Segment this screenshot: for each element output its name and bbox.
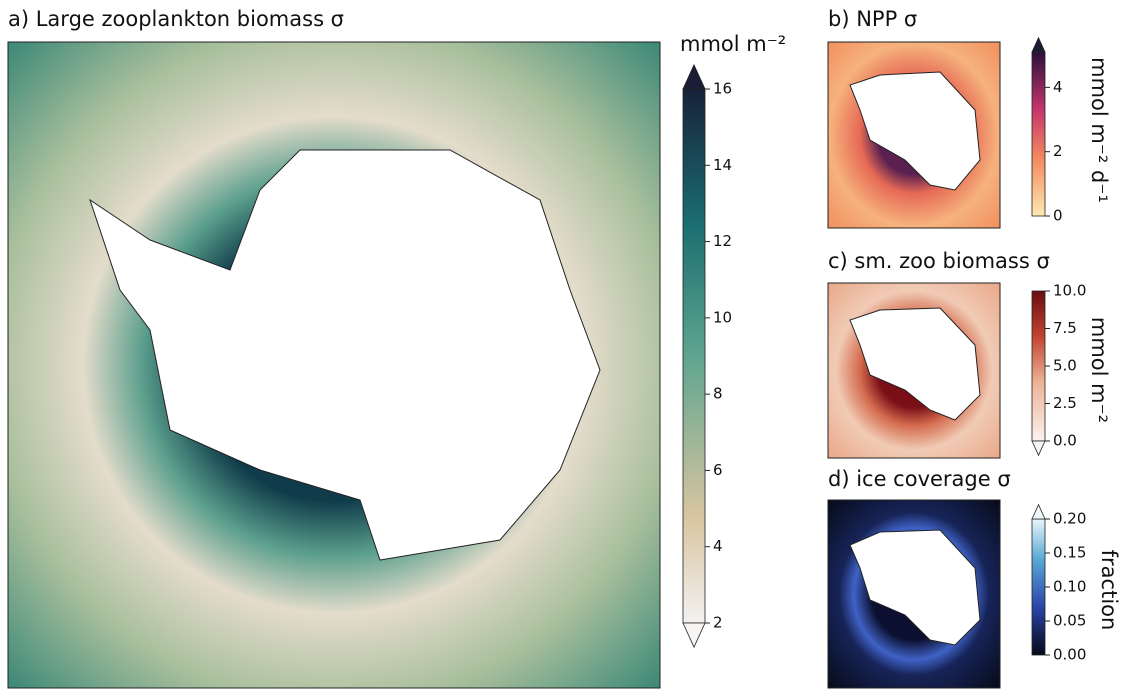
panel-title: a) Large zooplankton biomass σ <box>8 7 344 31</box>
tick-label: 6 <box>713 461 723 479</box>
colorbar-extend <box>683 623 705 647</box>
colorbar-label: fraction <box>1097 550 1121 631</box>
tick-label: 16 <box>713 80 732 98</box>
tick-label: 14 <box>713 156 732 174</box>
tick-label: 2 <box>1053 142 1063 160</box>
colorbar <box>1032 519 1045 655</box>
figure: a) Large zooplankton biomass σ mmol m⁻² 2 4… <box>0 0 1138 693</box>
tick-label: 10 <box>713 308 732 326</box>
tick-label: 7.5 <box>1053 319 1077 337</box>
tick-label: 2.5 <box>1053 394 1077 412</box>
tick-label: 12 <box>713 232 732 250</box>
tick-label: 0.0 <box>1053 432 1077 450</box>
colorbar <box>1032 291 1045 441</box>
colorbar-label: mmol m⁻² <box>1087 317 1111 423</box>
colorbar-extend <box>1032 38 1045 52</box>
panel-title: b) NPP σ <box>828 7 917 31</box>
colorbar-label: mmol m⁻² d⁻¹ <box>1087 57 1111 203</box>
colorbar <box>683 89 705 623</box>
tick-label: 0 <box>1053 207 1063 225</box>
tick-label: 0.05 <box>1053 612 1086 630</box>
tick-label: 5.0 <box>1053 357 1077 375</box>
tick-label: 4 <box>1053 78 1063 96</box>
tick-label: 0.00 <box>1053 646 1086 664</box>
tick-label: 10.0 <box>1053 282 1086 300</box>
tick-label: 0.20 <box>1053 510 1086 528</box>
tick-label: 0.15 <box>1053 544 1086 562</box>
tick-label: 0.10 <box>1053 578 1086 596</box>
maps <box>8 42 1000 688</box>
tick-label: 2 <box>713 614 723 632</box>
colorbar-label: mmol m⁻² <box>680 32 786 56</box>
colorbar <box>1032 52 1045 216</box>
colorbar-extend <box>1032 505 1045 519</box>
colorbar-extend <box>683 65 705 89</box>
colorbar-extend <box>1032 441 1045 455</box>
tick-label: 8 <box>713 385 723 403</box>
panel-title: c) sm. zoo biomass σ <box>828 249 1050 273</box>
tick-label: 4 <box>713 537 723 555</box>
panel-title: d) ice coverage σ <box>828 467 1011 491</box>
